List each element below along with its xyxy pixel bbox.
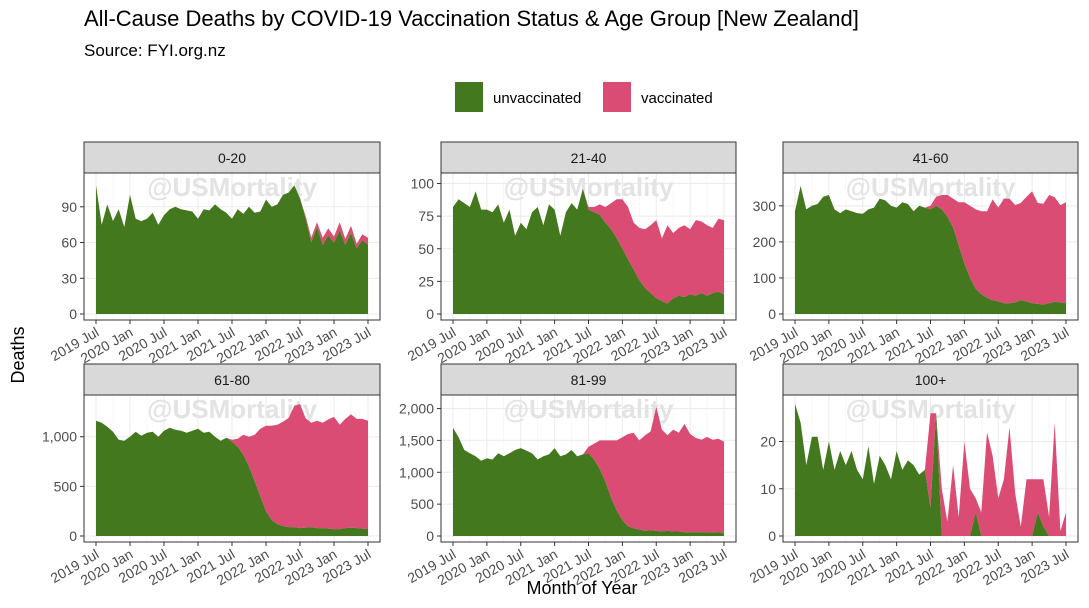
facet-label: 41-60 xyxy=(913,150,949,166)
watermark: @USMortality xyxy=(504,172,674,202)
y-tick-label: 1,000 xyxy=(42,429,77,445)
y-tick-label: 500 xyxy=(54,478,78,494)
area-vaccinated xyxy=(96,404,368,530)
y-tick-label: 0 xyxy=(768,306,776,322)
y-tick-label: 200 xyxy=(753,234,777,250)
area-unvaccinated xyxy=(453,188,724,314)
area-unvaccinated xyxy=(96,420,368,536)
facet-strip xyxy=(440,141,737,174)
legend-label-unvaccinated: unvaccinated xyxy=(493,90,581,107)
y-tick-label: 90 xyxy=(61,199,77,215)
y-tick-label: 25 xyxy=(418,273,434,289)
facet-strip xyxy=(782,363,1079,396)
y-tick-label: 0 xyxy=(426,306,434,322)
area-unvaccinated xyxy=(795,186,1066,314)
facet-label: 100+ xyxy=(915,372,947,388)
chart-title: All-Cause Deaths by COVID-19 Vaccination… xyxy=(84,6,859,31)
watermark: @USMortality xyxy=(846,172,1016,202)
y-tick-label: 10 xyxy=(760,481,776,497)
y-tick-label: 100 xyxy=(411,176,435,192)
y-tick-label: 300 xyxy=(753,198,777,214)
panel-81-99: @USMortality81-9905001,0001,5002,0002019… xyxy=(399,363,737,588)
facet-strip xyxy=(83,363,381,396)
y-tick-label: 20 xyxy=(760,434,776,450)
facet-strip xyxy=(83,141,381,174)
y-tick-label: 0 xyxy=(768,528,776,544)
legend-swatch-unvaccinated xyxy=(455,82,483,112)
chart-subtitle: Source: FYI.org.nz xyxy=(84,41,226,60)
y-tick-label: 500 xyxy=(411,496,435,512)
area-vaccinated xyxy=(453,406,724,533)
y-tick-label: 1,500 xyxy=(399,432,434,448)
facet-strip xyxy=(782,141,1079,174)
area-vaccinated xyxy=(795,186,1066,305)
area-unvaccinated xyxy=(96,185,368,314)
area-unvaccinated xyxy=(795,403,1066,536)
y-tick-label: 0 xyxy=(69,306,77,322)
legend: unvaccinated vaccinated xyxy=(455,82,713,112)
legend-label-vaccinated: vaccinated xyxy=(641,90,713,107)
facet-label: 81-99 xyxy=(571,372,607,388)
facet-label: 61-80 xyxy=(214,372,250,388)
y-tick-label: 0 xyxy=(69,528,77,544)
y-tick-label: 0 xyxy=(426,528,434,544)
y-tick-label: 100 xyxy=(753,270,777,286)
y-tick-label: 1,000 xyxy=(399,464,434,480)
y-tick-label: 50 xyxy=(418,241,434,257)
y-tick-label: 30 xyxy=(61,270,77,286)
area-unvaccinated xyxy=(453,427,724,536)
x-axis-label: Month of Year xyxy=(526,578,637,598)
watermark: @USMortality xyxy=(504,394,674,424)
legend-swatch-vaccinated xyxy=(603,82,631,112)
y-tick-label: 60 xyxy=(61,235,77,251)
facet-strip xyxy=(440,363,737,396)
y-tick-label: 75 xyxy=(418,208,434,224)
area-vaccinated xyxy=(453,188,724,304)
y-axis-label: Deaths xyxy=(8,326,28,383)
facet-label: 0-20 xyxy=(218,150,246,166)
y-tick-label: 2,000 xyxy=(399,401,434,417)
facet-label: 21-40 xyxy=(571,150,607,166)
area-vaccinated xyxy=(795,403,1066,536)
